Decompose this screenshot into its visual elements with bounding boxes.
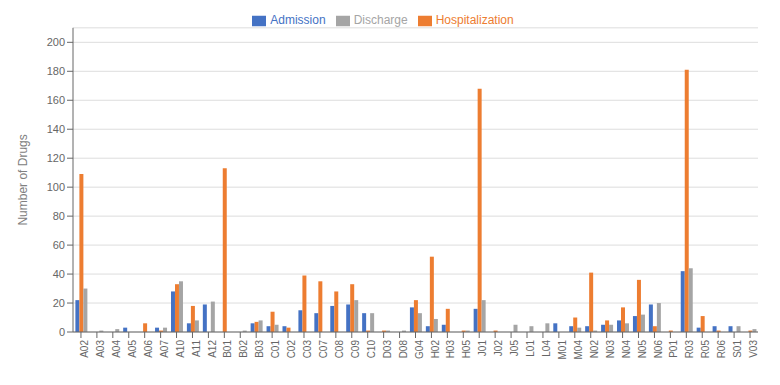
- svg-text:A06: A06: [143, 340, 154, 358]
- svg-text:L04: L04: [541, 340, 552, 357]
- svg-text:M01: M01: [557, 340, 568, 360]
- svg-text:N04: N04: [621, 340, 632, 359]
- svg-text:N03: N03: [605, 340, 616, 359]
- svg-text:100: 100: [47, 181, 65, 193]
- svg-text:V03: V03: [748, 340, 759, 358]
- svg-text:160: 160: [47, 94, 65, 106]
- svg-text:H05: H05: [461, 340, 472, 359]
- svg-text:A03: A03: [95, 340, 106, 358]
- svg-text:B01: B01: [222, 340, 233, 358]
- svg-text:P01: P01: [668, 340, 679, 358]
- svg-text:C10: C10: [366, 340, 377, 359]
- svg-text:N02: N02: [589, 340, 600, 359]
- svg-text:C02: C02: [286, 340, 297, 359]
- svg-text:G04: G04: [414, 340, 425, 359]
- svg-text:180: 180: [47, 65, 65, 77]
- svg-text:D08: D08: [398, 340, 409, 359]
- html-text:Admission: Admission: [270, 13, 326, 27]
- svg-text:B03: B03: [254, 340, 265, 358]
- svg-text:140: 140: [47, 123, 65, 135]
- svg-text:C07: C07: [318, 340, 329, 359]
- svg-text:60: 60: [53, 239, 65, 251]
- svg-text:C03: C03: [302, 340, 313, 359]
- svg-text:B02: B02: [238, 340, 249, 358]
- svg-text:J05: J05: [509, 340, 520, 357]
- svg-text:L01: L01: [525, 340, 536, 357]
- svg-text:R05: R05: [700, 340, 711, 359]
- svg-text:D03: D03: [382, 340, 393, 359]
- svg-text:C09: C09: [350, 340, 361, 359]
- svg-text:200: 200: [47, 36, 65, 48]
- svg-text:A11: A11: [191, 340, 202, 357]
- svg-text:A12: A12: [207, 340, 218, 358]
- svg-text:R03: R03: [684, 340, 695, 359]
- svg-text:J01: J01: [477, 340, 488, 357]
- html-text:Hospitalization: Hospitalization: [435, 13, 514, 27]
- svg-text:C08: C08: [334, 340, 345, 359]
- svg-text:20: 20: [53, 297, 65, 309]
- svg-text:A02: A02: [79, 340, 90, 358]
- svg-text:40: 40: [53, 268, 65, 280]
- svg-text:A05: A05: [127, 340, 138, 358]
- svg-text:A04: A04: [111, 340, 122, 358]
- svg-text:R06: R06: [716, 340, 727, 359]
- html-text:Discharge: Discharge: [353, 13, 408, 27]
- svg-text:A07: A07: [159, 340, 170, 358]
- svg-text:120: 120: [47, 152, 65, 164]
- svg-text:N06: N06: [653, 340, 664, 359]
- svg-text:J02: J02: [493, 340, 504, 357]
- svg-text:S01: S01: [732, 340, 743, 358]
- svg-text:H02: H02: [430, 340, 441, 359]
- svg-text:Number of Drugs: Number of Drugs: [16, 134, 30, 225]
- svg-text:C01: C01: [270, 340, 281, 359]
- svg-text:80: 80: [53, 210, 65, 222]
- svg-text:M04: M04: [573, 340, 584, 360]
- svg-text:A10: A10: [175, 340, 186, 358]
- svg-text:N05: N05: [637, 340, 648, 359]
- svg-text:H03: H03: [445, 340, 456, 359]
- svg-text:0: 0: [59, 326, 65, 338]
